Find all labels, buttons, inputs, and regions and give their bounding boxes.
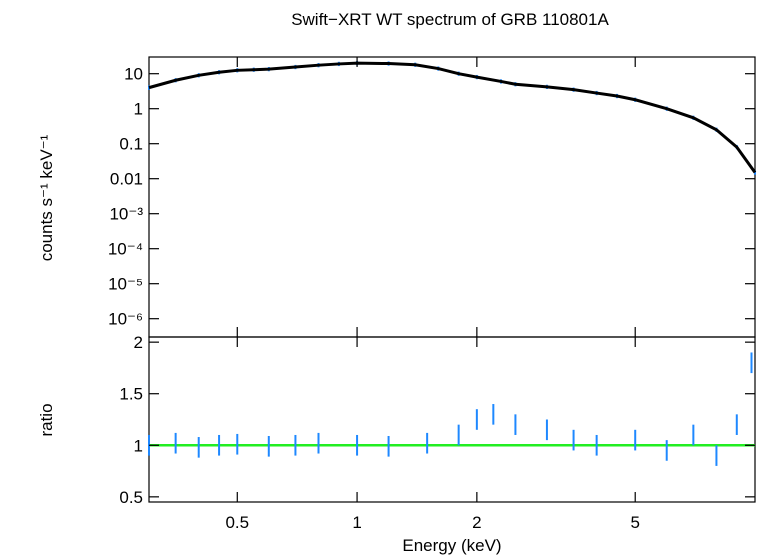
spectrum-y-tick-label: 10 — [124, 65, 143, 84]
x-axis-label: Energy (keV) — [402, 536, 501, 555]
spectrum-y-tick-label: 0.01 — [110, 170, 143, 189]
ratio-y-tick-label: 2 — [134, 333, 143, 352]
spectrum-y-axis-label: counts s⁻¹ keV⁻¹ — [37, 134, 56, 261]
ratio-panel — [148, 352, 755, 466]
chart-title: Swift−XRT WT spectrum of GRB 110801A — [291, 10, 609, 29]
ratio-y-tick-label: 1.5 — [119, 385, 143, 404]
spectrum-y-tick-label: 10⁻⁴ — [108, 240, 143, 259]
ratio-y-axis-label: ratio — [37, 403, 56, 436]
spectrum-panel — [148, 61, 757, 175]
spectrum-y-tick-label: 10⁻⁶ — [108, 310, 143, 329]
spectrum-panel-frame — [148, 56, 756, 338]
x-tick-label: 2 — [472, 513, 481, 532]
spectrum-y-tick-label: 10⁻³ — [109, 205, 143, 224]
ratio-y-tick-label: 1 — [134, 436, 143, 455]
axis-ticks: 0.5 1 2 5 10 1 0.1 0.01 10⁻³ 10⁻⁴ 10⁻⁵ 10⁻⁶ 0.5 1 1.5 2 — [108, 57, 755, 532]
spectrum-y-tick-label: 0.1 — [119, 135, 143, 154]
model-curve — [148, 61, 757, 174]
x-tick-label: 5 — [630, 513, 639, 532]
x-tick-label: 0.5 — [225, 513, 249, 532]
ratio-panel-frame — [148, 336, 756, 503]
ratio-y-tick-label: 0.5 — [119, 488, 143, 507]
x-tick-label: 1 — [352, 513, 361, 532]
spectrum-y-tick-label: 10⁻⁵ — [108, 275, 143, 294]
spectrum-y-tick-label: 1 — [134, 100, 143, 119]
